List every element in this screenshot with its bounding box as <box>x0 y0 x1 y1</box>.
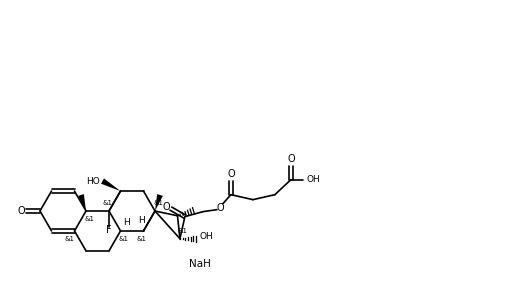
Text: H: H <box>138 216 145 225</box>
Polygon shape <box>155 194 163 211</box>
Text: NaH: NaH <box>189 259 211 269</box>
Text: O: O <box>216 203 224 213</box>
Text: &1: &1 <box>136 236 147 242</box>
Text: &1: &1 <box>178 228 188 234</box>
Polygon shape <box>78 194 86 211</box>
Text: H: H <box>123 218 130 228</box>
Text: &1: &1 <box>119 236 128 242</box>
Text: &1: &1 <box>84 216 94 222</box>
Text: O: O <box>162 202 170 212</box>
Polygon shape <box>101 178 121 191</box>
Text: &1: &1 <box>64 236 75 242</box>
Text: F: F <box>106 225 112 235</box>
Text: HO: HO <box>86 177 99 186</box>
Text: O: O <box>287 154 295 164</box>
Text: &1: &1 <box>153 200 163 206</box>
Text: O: O <box>17 206 25 216</box>
Text: OH: OH <box>199 232 213 241</box>
Text: OH: OH <box>306 175 320 184</box>
Text: O: O <box>227 169 235 179</box>
Text: &1: &1 <box>102 200 112 206</box>
